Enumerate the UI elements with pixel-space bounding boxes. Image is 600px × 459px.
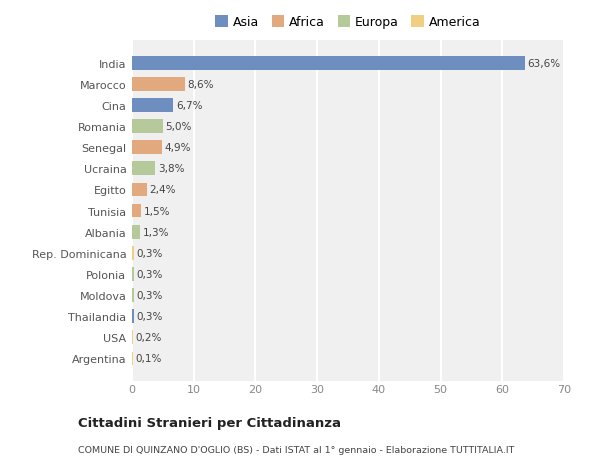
- Text: 0,3%: 0,3%: [136, 248, 163, 258]
- Text: 0,3%: 0,3%: [136, 269, 163, 280]
- Bar: [132, 183, 147, 197]
- Bar: [132, 268, 134, 281]
- Bar: [132, 331, 133, 344]
- Text: 3,8%: 3,8%: [158, 164, 184, 174]
- Bar: [132, 225, 140, 239]
- Text: COMUNE DI QUINZANO D'OGLIO (BS) - Dati ISTAT al 1° gennaio - Elaborazione TUTTIT: COMUNE DI QUINZANO D'OGLIO (BS) - Dati I…: [78, 445, 514, 454]
- Text: 63,6%: 63,6%: [527, 59, 560, 68]
- Text: 1,5%: 1,5%: [144, 206, 170, 216]
- Bar: [132, 204, 141, 218]
- Text: 4,9%: 4,9%: [165, 143, 191, 153]
- Text: 8,6%: 8,6%: [188, 80, 214, 90]
- Text: 0,1%: 0,1%: [135, 354, 161, 364]
- Bar: [132, 162, 155, 176]
- Text: 2,4%: 2,4%: [149, 185, 176, 195]
- Text: 0,3%: 0,3%: [136, 291, 163, 301]
- Bar: [132, 141, 162, 155]
- Bar: [132, 310, 134, 324]
- Bar: [132, 120, 163, 134]
- Bar: [132, 289, 134, 302]
- Legend: Asia, Africa, Europa, America: Asia, Africa, Europa, America: [213, 14, 483, 32]
- Bar: [132, 78, 185, 91]
- Text: 0,3%: 0,3%: [136, 312, 163, 321]
- Bar: [132, 99, 173, 112]
- Text: 5,0%: 5,0%: [166, 122, 192, 132]
- Bar: [132, 246, 134, 260]
- Text: 0,2%: 0,2%: [136, 333, 162, 342]
- Bar: [132, 57, 524, 70]
- Text: Cittadini Stranieri per Cittadinanza: Cittadini Stranieri per Cittadinanza: [78, 416, 341, 429]
- Text: 6,7%: 6,7%: [176, 101, 202, 111]
- Bar: [132, 352, 133, 365]
- Text: 1,3%: 1,3%: [142, 227, 169, 237]
